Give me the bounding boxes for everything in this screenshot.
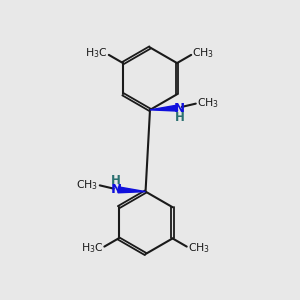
Text: CH$_3$: CH$_3$ — [197, 96, 219, 110]
Text: H: H — [175, 111, 185, 124]
Text: CH$_3$: CH$_3$ — [188, 242, 210, 255]
Text: H: H — [111, 174, 121, 187]
Polygon shape — [118, 187, 146, 193]
Polygon shape — [150, 105, 178, 111]
Text: N: N — [174, 102, 185, 115]
Text: CH$_3$: CH$_3$ — [76, 178, 98, 192]
Text: N: N — [111, 183, 122, 196]
Text: H$_3$C: H$_3$C — [81, 242, 103, 255]
Text: CH$_3$: CH$_3$ — [192, 46, 214, 60]
Text: H$_3$C: H$_3$C — [85, 46, 108, 60]
